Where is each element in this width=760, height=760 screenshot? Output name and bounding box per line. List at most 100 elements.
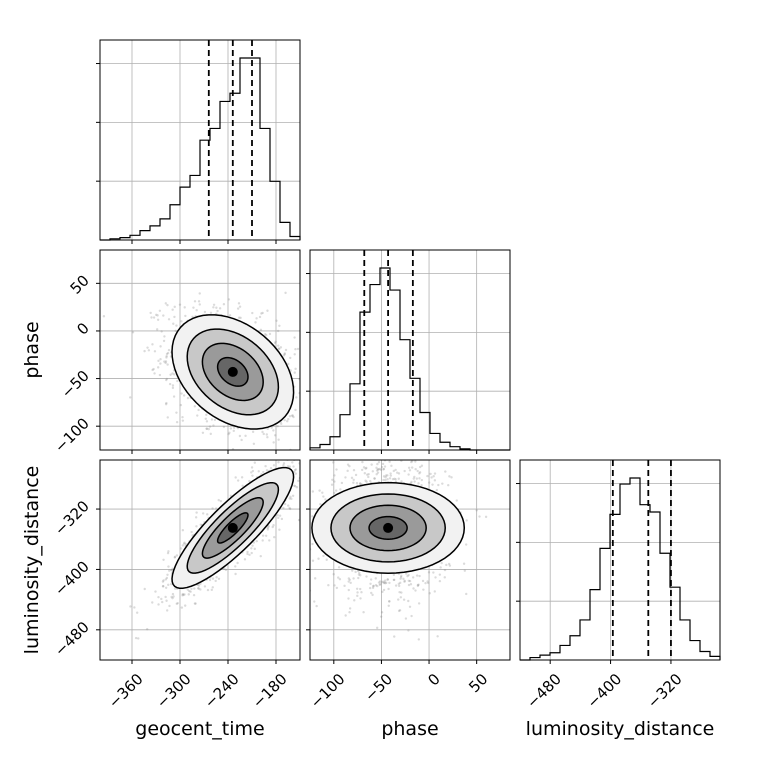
sample-point xyxy=(180,606,184,609)
sample-point xyxy=(213,418,217,422)
sample-point xyxy=(158,309,162,312)
sample-point xyxy=(192,593,196,597)
sample-point xyxy=(333,474,336,477)
sample-point xyxy=(388,600,391,603)
sample-point xyxy=(192,306,195,309)
sample-point xyxy=(255,317,258,320)
sample-point xyxy=(288,465,291,468)
sample-point xyxy=(164,361,167,365)
sample-point xyxy=(404,572,408,575)
sample-point xyxy=(465,592,468,596)
sample-point xyxy=(297,479,300,483)
sample-point xyxy=(376,462,379,466)
sample-point xyxy=(406,574,409,578)
sample-point xyxy=(179,547,183,550)
sample-point xyxy=(354,473,358,477)
sample-point xyxy=(324,498,327,501)
sample-point xyxy=(386,578,389,581)
y-tick-label: 0 xyxy=(73,319,92,338)
sample-point xyxy=(166,303,169,307)
sample-point xyxy=(155,313,158,317)
sample-point xyxy=(365,466,368,470)
sample-point xyxy=(392,578,396,582)
sample-point xyxy=(407,629,410,632)
sample-point xyxy=(156,314,159,317)
sample-point xyxy=(152,316,156,319)
sample-point xyxy=(186,396,190,400)
sample-point xyxy=(293,485,297,488)
sample-point xyxy=(279,346,283,349)
sample-point xyxy=(173,373,176,376)
sample-point xyxy=(394,584,398,587)
sample-point xyxy=(179,403,183,407)
sample-point xyxy=(211,507,214,510)
sample-point xyxy=(311,490,315,493)
sample-point xyxy=(448,564,452,567)
x-tick-label: −50 xyxy=(361,670,396,705)
sample-point xyxy=(439,566,442,569)
sample-point xyxy=(400,591,403,594)
sample-point xyxy=(348,464,351,468)
sample-point xyxy=(149,311,152,315)
sample-point xyxy=(375,469,379,472)
sample-point xyxy=(302,376,304,378)
sample-point xyxy=(246,550,249,554)
sample-point xyxy=(153,372,156,375)
sample-point xyxy=(173,556,176,559)
sample-point xyxy=(259,554,262,558)
y-axis-label: luminosity_distance xyxy=(21,466,43,655)
sample-point xyxy=(420,483,423,487)
sample-point xyxy=(291,457,293,459)
sample-point xyxy=(282,354,286,357)
sample-point xyxy=(165,599,168,602)
sample-point xyxy=(197,587,200,590)
sample-point xyxy=(411,576,415,579)
sample-point xyxy=(268,332,272,336)
sample-point xyxy=(214,507,218,510)
sample-point xyxy=(172,395,176,398)
sample-point xyxy=(173,305,176,309)
sample-point xyxy=(216,309,219,313)
sample-point xyxy=(416,469,419,473)
sample-point xyxy=(210,588,213,592)
sample-point xyxy=(208,578,212,582)
sample-point xyxy=(241,484,244,488)
sample-point xyxy=(240,476,244,479)
sample-point xyxy=(436,635,439,638)
sample-point xyxy=(315,451,317,453)
sample-point xyxy=(184,543,188,546)
y-tick-label: −320 xyxy=(51,497,93,539)
sample-point xyxy=(174,329,177,333)
sample-point xyxy=(180,392,183,395)
sample-point xyxy=(287,417,290,421)
sample-point xyxy=(251,544,254,547)
sample-point xyxy=(388,600,391,603)
sample-point xyxy=(382,468,385,471)
sample-point xyxy=(168,569,171,572)
sample-point xyxy=(369,578,373,581)
sample-point xyxy=(268,539,271,542)
sample-point xyxy=(194,516,198,519)
sample-point xyxy=(350,476,354,480)
sample-point xyxy=(277,461,280,464)
sample-point xyxy=(167,550,170,553)
sample-point xyxy=(234,476,237,479)
sample-point xyxy=(333,584,336,587)
sample-point xyxy=(392,469,395,473)
sample-point xyxy=(182,542,186,545)
sample-point xyxy=(295,456,297,458)
sample-point xyxy=(282,506,285,510)
sample-point xyxy=(278,347,281,351)
sample-point xyxy=(290,414,294,417)
sample-point xyxy=(415,574,419,577)
sample-point xyxy=(181,419,185,422)
sample-point xyxy=(191,315,194,319)
sample-point xyxy=(167,318,171,321)
sample-point xyxy=(255,539,258,543)
sample-point xyxy=(372,584,375,588)
sample-point xyxy=(431,483,434,486)
sample-point xyxy=(302,400,304,402)
sample-point xyxy=(264,332,267,336)
sample-point xyxy=(227,298,231,301)
sample-point xyxy=(307,521,309,523)
